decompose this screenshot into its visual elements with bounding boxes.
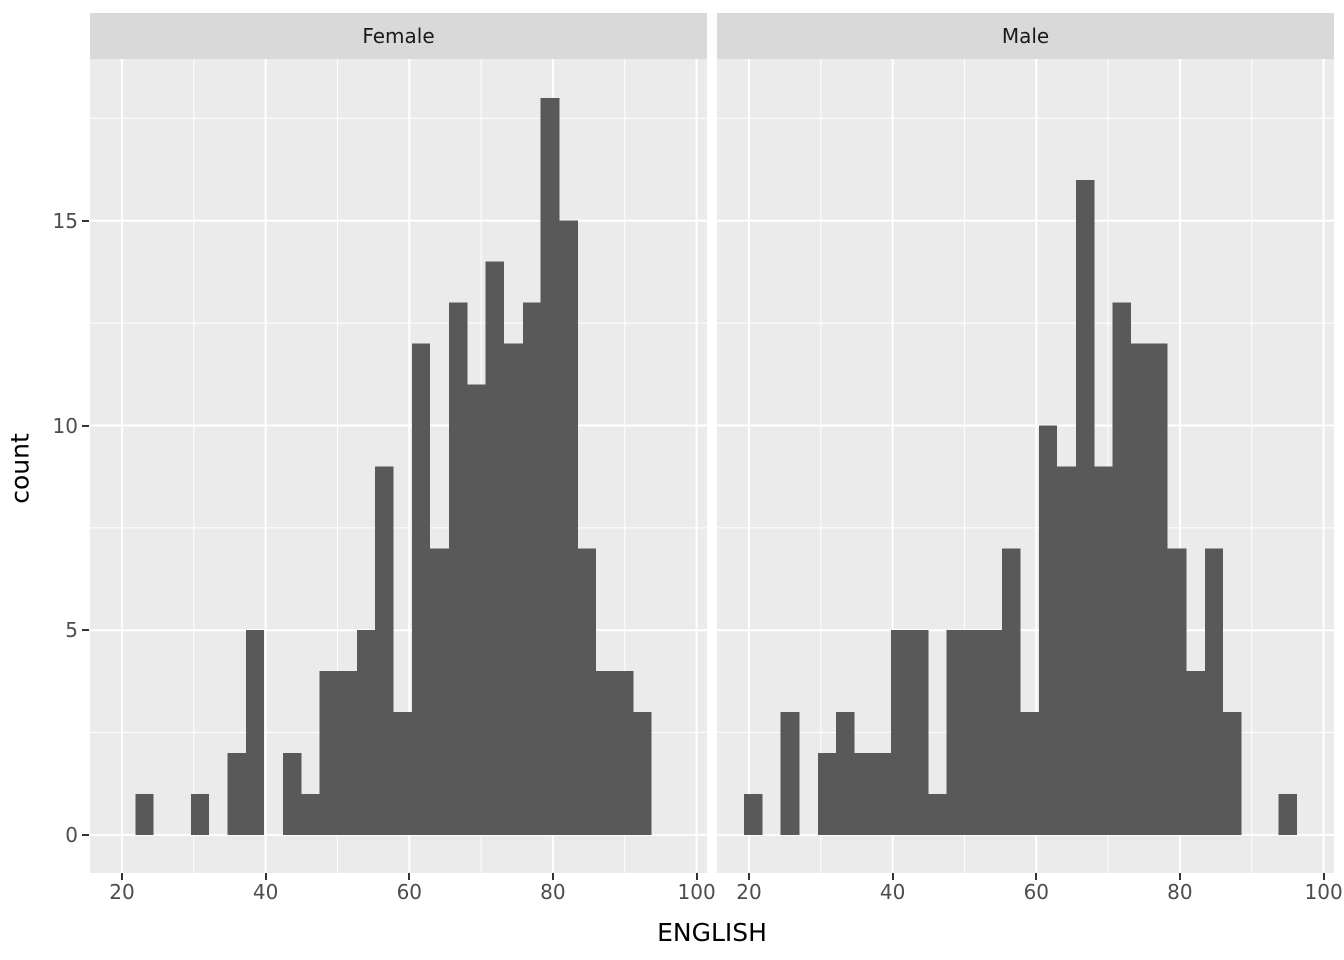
histogram-bar [338, 671, 357, 835]
histogram-bar [282, 753, 302, 835]
histogram-bar [301, 793, 320, 835]
x-tick-mark [695, 873, 698, 880]
histogram-bar [633, 712, 652, 835]
facet-strip-label: Female [362, 24, 435, 48]
y-tick-mark [82, 833, 89, 836]
panel-canvas-male [717, 59, 1334, 873]
x-tick-mark [408, 873, 411, 880]
histogram-bar [374, 466, 394, 835]
x-tick-mark [264, 873, 267, 880]
x-tick-mark [1322, 873, 1325, 880]
histogram-bar [780, 712, 800, 835]
x-tick-label: 20 [736, 880, 762, 904]
histogram-bar [227, 753, 247, 835]
histogram-bar [854, 753, 874, 835]
x-tick-label: 40 [879, 880, 906, 904]
histogram-bar [1278, 793, 1298, 835]
histogram-bar [1186, 671, 1206, 835]
panel-canvas-female [90, 59, 707, 873]
panel-female [90, 59, 707, 873]
y-tick-mark [82, 629, 89, 632]
x-tick-label: 100 [677, 880, 716, 904]
facet-strip-female: Female [90, 13, 707, 59]
histogram-bar [430, 548, 449, 835]
histogram-bar [1131, 343, 1150, 835]
histogram-bar [1205, 548, 1224, 835]
histogram-bar [356, 630, 375, 835]
x-tick-label: 100 [1304, 880, 1343, 904]
x-tick-mark [891, 873, 894, 880]
histogram-bar [412, 343, 431, 835]
histogram-bar [743, 793, 763, 835]
histogram-bar [946, 630, 966, 835]
histogram-bar [246, 630, 265, 835]
histogram-bar [319, 671, 339, 835]
histogram-bar [614, 671, 634, 835]
histogram-bar [1001, 548, 1021, 835]
histogram-bar [1223, 712, 1242, 835]
histogram-bar [190, 793, 209, 835]
histogram-bar [835, 712, 855, 835]
histogram-bar [891, 630, 910, 835]
y-tick-label: 5 [65, 618, 78, 643]
x-tick-label: 40 [252, 880, 279, 904]
histogram-bar [448, 302, 468, 835]
histogram-bar [1057, 466, 1076, 835]
histogram-bar [1020, 712, 1040, 835]
histogram-bar [873, 753, 892, 835]
histogram-bar [1039, 425, 1058, 835]
histogram-bar [928, 793, 947, 835]
y-tick-label: 10 [52, 413, 78, 438]
x-tick-label: 80 [540, 880, 566, 904]
x-tick-label: 20 [109, 880, 135, 904]
x-tick-mark [1035, 873, 1038, 880]
y-tick-mark [82, 424, 89, 427]
x-tick-label: 80 [1167, 880, 1193, 904]
x-axis-title: ENGLISH [657, 918, 767, 947]
histogram-bar [1112, 302, 1132, 835]
histogram-bar [1094, 466, 1113, 835]
histogram-bar [909, 630, 929, 835]
histogram-bar [965, 630, 984, 835]
facet-strip-male: Male [717, 13, 1334, 59]
histogram-bar [1167, 548, 1187, 835]
x-tick-mark [121, 873, 123, 880]
y-axis-title: count [5, 433, 35, 504]
x-tick-label: 60 [1023, 880, 1050, 904]
y-tick-mark [82, 219, 89, 222]
histogram-bar [393, 712, 413, 835]
histogram-bar [540, 97, 560, 835]
histogram-bar [522, 302, 541, 835]
histogram-bar [983, 630, 1002, 835]
x-tick-label: 60 [396, 880, 423, 904]
histogram-bar [559, 220, 579, 835]
histogram-bar [135, 793, 154, 835]
x-tick-mark [551, 873, 554, 880]
histogram-bar [485, 261, 505, 835]
panel-male [717, 59, 1334, 873]
histogram-bar [467, 384, 486, 835]
histogram-bar [596, 671, 615, 835]
histogram-bar [817, 753, 836, 835]
histogram-bar [1075, 179, 1095, 835]
y-tick-label: 15 [52, 208, 78, 233]
histogram-bar [578, 548, 597, 835]
x-tick-mark [1178, 873, 1181, 880]
facet-strip-label: Male [1001, 24, 1050, 48]
x-tick-mark [748, 873, 750, 880]
histogram-bar [504, 343, 523, 835]
y-tick-label: 0 [65, 822, 78, 847]
histogram-bar [1149, 343, 1168, 835]
